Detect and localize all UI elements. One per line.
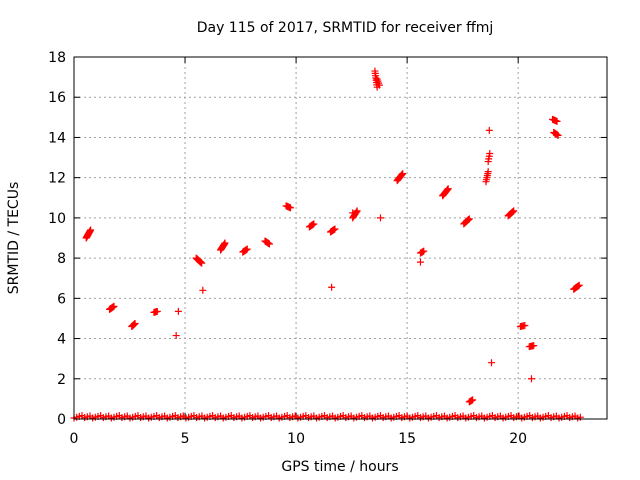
data-point: [397, 171, 405, 179]
data-point: [527, 375, 535, 383]
axis-ticks: [73, 56, 607, 420]
data-point: [353, 207, 361, 215]
plot-frame: [73, 56, 608, 420]
x-tick-label: 20: [509, 431, 527, 447]
data-point: [110, 302, 118, 310]
x-axis-label: GPS time / hours: [281, 459, 398, 475]
x-tick-label: 5: [181, 431, 190, 447]
chart-title: Day 115 of 2017, SRMTID for receiver ffm…: [197, 20, 494, 36]
data-point: [465, 215, 473, 223]
data-point: [328, 283, 336, 291]
data-point: [530, 342, 538, 350]
y-tick-label: 6: [57, 291, 66, 307]
y-tick-label: 14: [48, 130, 66, 146]
y-tick-label: 8: [57, 251, 66, 267]
data-point: [198, 259, 206, 267]
x-tick-label: 15: [398, 431, 416, 447]
data-points: [70, 67, 584, 422]
data-point: [172, 332, 180, 340]
data-point: [509, 207, 517, 215]
data-point: [310, 220, 318, 228]
data-point: [508, 208, 516, 216]
data-point: [576, 413, 584, 421]
y-tick-label: 10: [48, 211, 66, 227]
data-point: [174, 307, 182, 315]
x-tick-label: 0: [70, 431, 79, 447]
data-point: [199, 286, 207, 294]
data-point: [375, 81, 383, 89]
data-point: [352, 208, 360, 216]
data-point: [469, 396, 477, 404]
data-point: [444, 186, 452, 194]
data-point: [575, 281, 583, 289]
data-point: [349, 209, 357, 217]
y-tick-label: 12: [48, 171, 66, 187]
data-point: [554, 131, 562, 139]
y-tick-label: 16: [48, 90, 66, 106]
y-tick-label: 4: [57, 332, 66, 348]
y-axis-label: SRMTID / TECUs: [6, 182, 22, 295]
grid-lines: [74, 57, 607, 419]
data-point: [420, 247, 428, 255]
data-point: [444, 185, 452, 193]
data-point: [464, 216, 472, 224]
data-point: [553, 117, 561, 125]
data-point: [87, 226, 95, 234]
data-point: [521, 321, 529, 329]
data-point: [243, 245, 251, 253]
data-point: [331, 225, 339, 233]
y-tick-label: 2: [57, 372, 66, 388]
data-point: [488, 359, 496, 367]
data-point: [485, 126, 493, 134]
x-tick-label: 10: [287, 431, 305, 447]
data-point: [484, 168, 492, 176]
data-point: [510, 207, 518, 215]
data-point: [399, 170, 407, 178]
data-point: [265, 240, 273, 248]
y-tick-label: 18: [48, 50, 66, 66]
data-point: [153, 307, 161, 315]
data-point: [465, 216, 473, 224]
data-point: [131, 319, 139, 327]
y-tick-label: 0: [57, 412, 66, 428]
data-point: [221, 239, 229, 247]
tick-labels: 0 5 10 15 20 0 2 4 6 8 10 12 14 16 18: [48, 50, 527, 447]
data-point: [486, 150, 494, 158]
data-point: [443, 186, 451, 194]
data-point: [416, 258, 424, 266]
data-point: [376, 214, 384, 222]
data-point: [398, 170, 406, 178]
data-point: [287, 204, 295, 212]
